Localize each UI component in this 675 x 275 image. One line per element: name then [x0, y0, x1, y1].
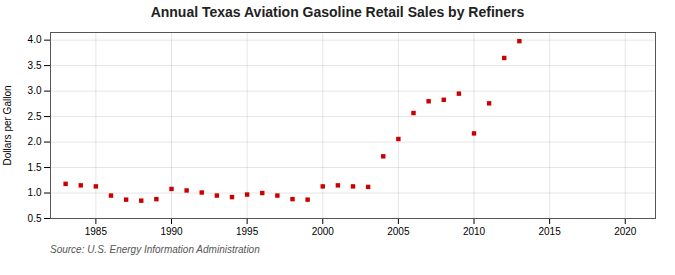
html-text:Source: U.S. Energy Informatio: Source: U.S. Energy Information Administ… — [50, 244, 260, 255]
svg-text:2015: 2015 — [539, 226, 562, 237]
svg-text:2020: 2020 — [614, 226, 637, 237]
html-text:Annual Texas Aviation Gasoline: Annual Texas Aviation Gasoline Retail Sa… — [150, 4, 525, 20]
svg-text:1995: 1995 — [236, 226, 259, 237]
svg-text:1.5: 1.5 — [28, 162, 42, 173]
svg-text:Dollars per Gallon: Dollars per Gallon — [2, 85, 13, 165]
svg-text:3.0: 3.0 — [28, 85, 42, 96]
svg-text:1.0: 1.0 — [28, 187, 42, 198]
svg-text:2000: 2000 — [312, 226, 335, 237]
svg-text:4.0: 4.0 — [28, 34, 42, 45]
svg-text:2.0: 2.0 — [28, 136, 42, 147]
svg-text:2.5: 2.5 — [28, 111, 42, 122]
svg-text:1990: 1990 — [160, 226, 183, 237]
svg-text:2005: 2005 — [387, 226, 410, 237]
svg-text:2010: 2010 — [463, 226, 486, 237]
svg-text:0.5: 0.5 — [28, 213, 42, 224]
svg-text:1985: 1985 — [85, 226, 108, 237]
svg-text:3.5: 3.5 — [28, 60, 42, 71]
